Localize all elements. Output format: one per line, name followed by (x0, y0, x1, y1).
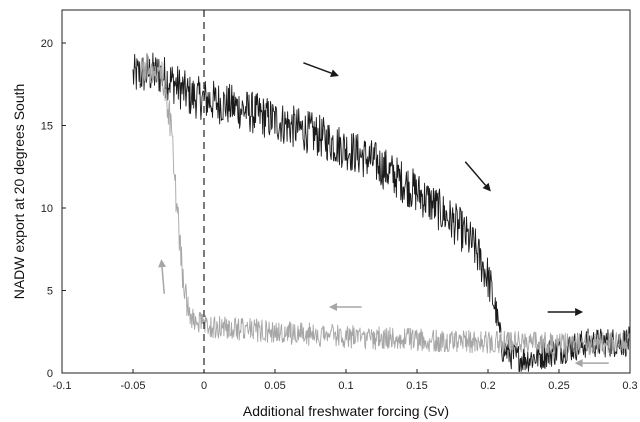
x-tick-label: 0.3 (622, 380, 637, 392)
y-tick-label: 0 (47, 368, 53, 380)
x-tick-label: 0.15 (406, 380, 427, 392)
y-tick-label: 20 (41, 38, 53, 50)
x-tick-label: 0 (201, 380, 207, 392)
direction-arrow (303, 62, 332, 74)
direction-arrow-head (575, 307, 584, 316)
direction-arrow-head (330, 69, 339, 77)
x-tick-label: 0.2 (480, 380, 495, 392)
x-axis: -0.1 -0.05 0 0.05 0.1 0.15 0.2 0.25 0.3 (53, 369, 638, 392)
x-tick-label: 0.05 (264, 380, 285, 392)
y-axis-title: NADW export at 20 degrees South (11, 84, 27, 300)
direction-arrow-head (482, 182, 491, 192)
x-tick-label: 0.1 (338, 380, 353, 392)
x-axis-title: Additional freshwater forcing (Sv) (243, 403, 449, 419)
series-2-line (139, 53, 631, 356)
data-series-layer (132, 52, 631, 372)
x-tick-label: 0.25 (548, 380, 569, 392)
y-tick-label: 5 (47, 286, 53, 298)
direction-arrow (161, 267, 165, 294)
direction-arrows (158, 62, 609, 368)
direction-arrow-head (158, 259, 167, 268)
x-tick-label: -0.05 (120, 380, 145, 392)
direction-arrow (464, 161, 487, 186)
x-tick-label: -0.1 (53, 380, 72, 392)
direction-arrow-head (328, 303, 337, 311)
y-tick-label: 15 (41, 121, 53, 133)
y-axis: 0 5 10 15 20 (41, 38, 66, 380)
y-tick-label: 10 (41, 203, 53, 215)
direction-arrow-head (574, 359, 583, 368)
